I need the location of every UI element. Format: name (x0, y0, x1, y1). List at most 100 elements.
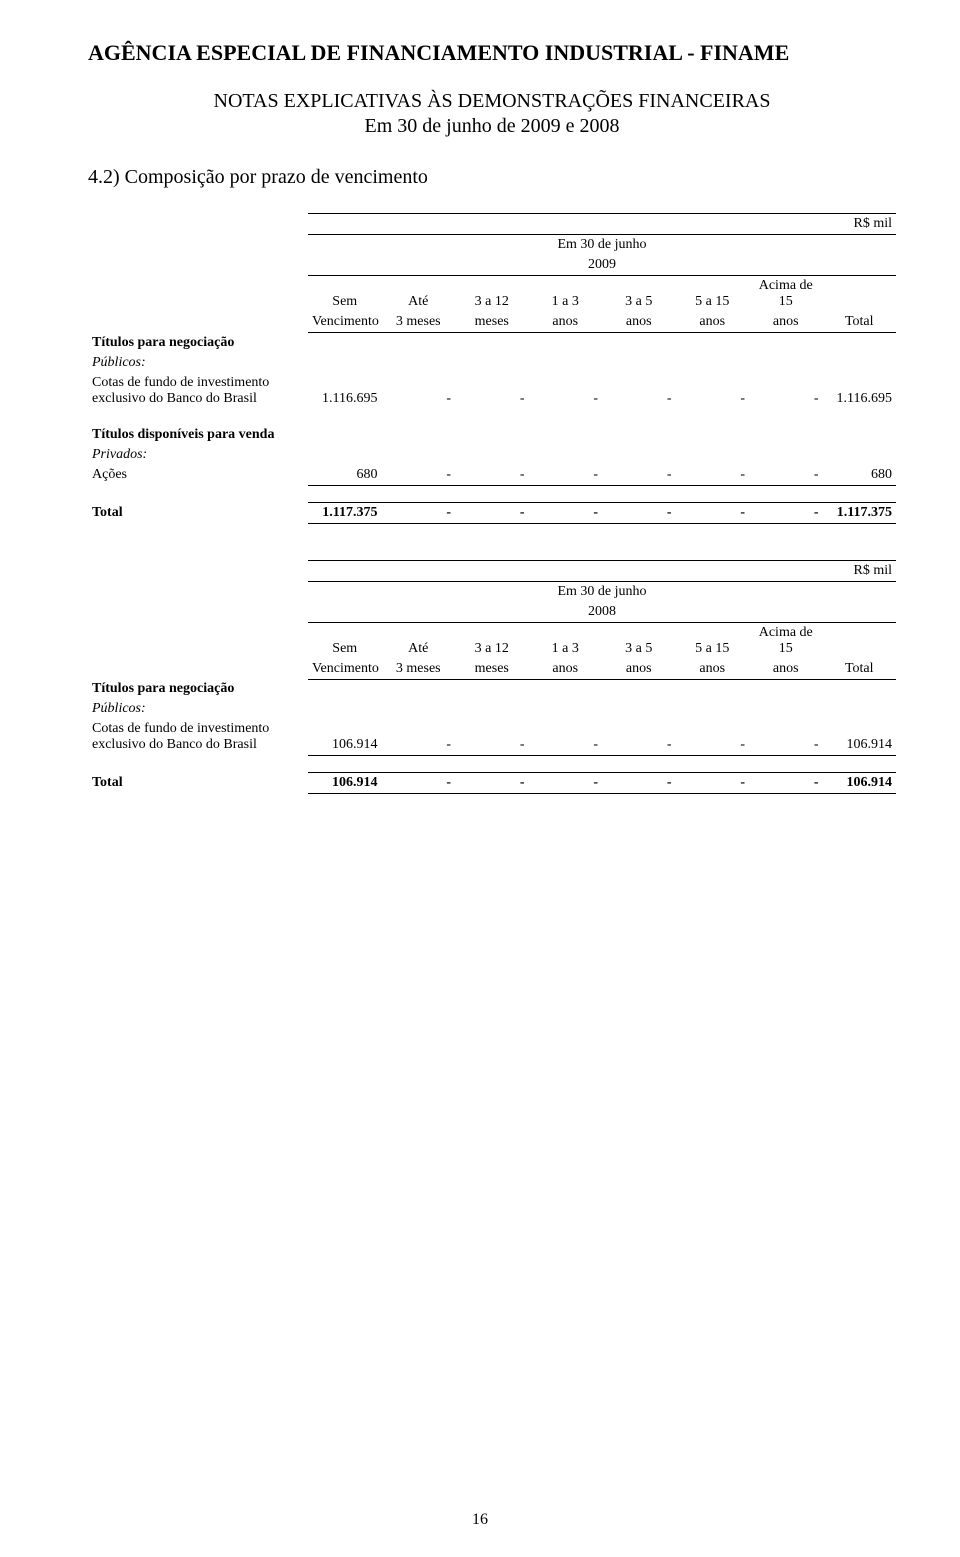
cotas-v4: - (602, 373, 676, 409)
col-sem-venc2: Vencimento (308, 312, 382, 333)
total-v4: - (602, 772, 676, 793)
acoes-v5: - (676, 465, 750, 486)
total-v4: - (602, 502, 676, 523)
total-v6: - (749, 772, 823, 793)
period-row: Em 30 de junho (88, 235, 896, 256)
col-ac15-2: anos (749, 312, 823, 333)
cotas-v5: - (676, 373, 750, 409)
col-5a15: 5 a 15 (676, 276, 750, 313)
total-v5: - (676, 502, 750, 523)
col-3a12-2: meses (455, 659, 529, 680)
cotas-v1: - (382, 373, 456, 409)
total-v6: - (749, 502, 823, 523)
total-v7: 1.117.375 (823, 502, 897, 523)
period-year-row: 2009 (88, 255, 896, 276)
col-3a12: 3 a 12 (455, 622, 529, 659)
unit-row: R$ mil (88, 214, 896, 235)
acoes-v1: - (382, 465, 456, 486)
col-1a3: 1 a 3 (529, 622, 603, 659)
label-acoes: Ações (88, 465, 308, 486)
cotas-v5: - (676, 719, 750, 755)
subtitle-line2: Em 30 de junho de 2009 e 2008 (88, 115, 896, 138)
col-ac15-2: anos (749, 659, 823, 680)
cotas-v3: - (529, 719, 603, 755)
doc-subtitle: NOTAS EXPLICATIVAS ÀS DEMONSTRAÇÕES FINA… (88, 90, 896, 138)
row-publicos: Públicos: (88, 353, 896, 373)
row-cotas: Cotas de fundo de investimento exclusivo… (88, 719, 896, 755)
col-ate2: 3 meses (382, 659, 456, 680)
maturity-table-2008: R$ mil Em 30 de junho 2008 Sem Até 3 a 1… (88, 560, 896, 794)
col-head-row1: Sem Até 3 a 12 1 a 3 3 a 5 5 a 15 Acima … (88, 276, 896, 313)
col-1a3-2: anos (529, 312, 603, 333)
col-3a12: 3 a 12 (455, 276, 529, 313)
label-titulos-neg: Títulos para negociação (88, 679, 308, 699)
col-sem-venc2: Vencimento (308, 659, 382, 680)
row-acoes: Ações 680 - - - - - - 680 (88, 465, 896, 486)
cotas-v7: 106.914 (823, 719, 897, 755)
period-row: Em 30 de junho (88, 581, 896, 602)
col-total: Total (823, 312, 897, 333)
row-publicos: Públicos: (88, 699, 896, 719)
col-total: Total (823, 659, 897, 680)
cotas-v6: - (749, 719, 823, 755)
page-number: 16 (0, 1511, 960, 1529)
label-cotas: Cotas de fundo de investimento exclusivo… (88, 373, 308, 409)
col-ate: Até (382, 276, 456, 313)
label-titulos-disp: Títulos disponíveis para venda (88, 425, 308, 445)
total-v2: - (455, 772, 529, 793)
page: AGÊNCIA ESPECIAL DE FINANCIAMENTO INDUST… (0, 0, 960, 1557)
cotas-v0: 1.116.695 (308, 373, 382, 409)
col-3a5: 3 a 5 (602, 276, 676, 313)
subtitle-line1: NOTAS EXPLICATIVAS ÀS DEMONSTRAÇÕES FINA… (88, 90, 896, 113)
col-1a3: 1 a 3 (529, 276, 603, 313)
acoes-v2: - (455, 465, 529, 486)
label-privados: Privados: (88, 445, 308, 465)
acoes-v3: - (529, 465, 603, 486)
cotas-v6: - (749, 373, 823, 409)
unit-row: R$ mil (88, 560, 896, 581)
col-ate2: 3 meses (382, 312, 456, 333)
col-3a5-2: anos (602, 659, 676, 680)
period-year: 2008 (308, 602, 896, 623)
col-3a5-2: anos (602, 312, 676, 333)
cotas-v2: - (455, 373, 529, 409)
col-sem-venc: Sem (308, 276, 382, 313)
label-publicos: Públicos: (88, 353, 308, 373)
cotas-v0: 106.914 (308, 719, 382, 755)
row-titulos-neg: Títulos para negociação (88, 333, 896, 353)
period-year-row: 2008 (88, 602, 896, 623)
total-v2: - (455, 502, 529, 523)
total-v1: - (382, 502, 456, 523)
cotas-v7: 1.116.695 (823, 373, 897, 409)
acoes-v6: - (749, 465, 823, 486)
acoes-v4: - (602, 465, 676, 486)
label-publicos: Públicos: (88, 699, 308, 719)
row-privados: Privados: (88, 445, 896, 465)
col-ate: Até (382, 622, 456, 659)
col-head-row2: Vencimento 3 meses meses anos anos anos … (88, 659, 896, 680)
total-v5: - (676, 772, 750, 793)
col-sem-venc: Sem (308, 622, 382, 659)
col-1a3-2: anos (529, 659, 603, 680)
cotas-v3: - (529, 373, 603, 409)
total-v7: 106.914 (823, 772, 897, 793)
total-v1: - (382, 772, 456, 793)
row-titulos-disp: Títulos disponíveis para venda (88, 425, 896, 445)
row-titulos-neg: Títulos para negociação (88, 679, 896, 699)
period-prefix: Em 30 de junho (308, 235, 896, 256)
row-cotas: Cotas de fundo de investimento exclusivo… (88, 373, 896, 409)
col-head-row1: Sem Até 3 a 12 1 a 3 3 a 5 5 a 15 Acima … (88, 622, 896, 659)
total-v0: 1.117.375 (308, 502, 382, 523)
col-ac15: Acima de 15 (749, 276, 823, 313)
cotas-v1: - (382, 719, 456, 755)
maturity-table-2009: R$ mil Em 30 de junho 2009 Sem Até 3 a 1… (88, 213, 896, 524)
unit-label: R$ mil (308, 214, 896, 235)
total-v0: 106.914 (308, 772, 382, 793)
label-total: Total (88, 502, 308, 523)
doc-title: AGÊNCIA ESPECIAL DE FINANCIAMENTO INDUST… (88, 40, 896, 66)
total-v3: - (529, 772, 603, 793)
period-year: 2009 (308, 255, 896, 276)
unit-label: R$ mil (308, 560, 896, 581)
col-ac15: Acima de 15 (749, 622, 823, 659)
cotas-v4: - (602, 719, 676, 755)
